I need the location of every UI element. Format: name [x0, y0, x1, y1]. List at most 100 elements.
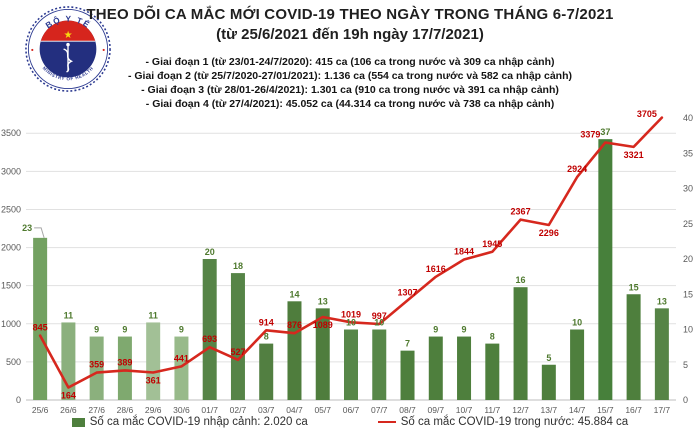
y-axis-right-label: 10 [683, 325, 693, 335]
bar [117, 336, 132, 400]
x-axis-label: 17/7 [654, 405, 671, 415]
phase-4-line: - Giai đoạn 4 (từ 27/4/2021): 45.052 ca … [145, 98, 555, 110]
combo-chart: 0 500 1000 1500 2000 2500 3000 3500 0 5 10 15 20 25 30… [1, 109, 693, 415]
line-label: 3379 [580, 129, 600, 139]
bar-label: 8 [264, 332, 269, 342]
line-label: 1089 [313, 320, 333, 330]
x-axis-label: 25/6 [32, 405, 49, 415]
line-label: 914 [259, 317, 274, 327]
legend-label-domestic: Số ca mắc COVID-19 trong nước: 45.884 ca [400, 416, 629, 428]
x-axis-label: 04/7 [286, 405, 303, 415]
bar [287, 301, 302, 400]
bar [89, 336, 104, 400]
bar-label: 8 [490, 332, 495, 342]
x-axis-label: 29/6 [145, 405, 162, 415]
bar-label: 7 [405, 339, 410, 349]
logo-flag [40, 20, 96, 42]
bar [259, 343, 274, 400]
bar-label: 18 [233, 261, 243, 271]
legend-swatch-imported-icon [71, 417, 85, 427]
x-axis-label: 01/7 [201, 405, 218, 415]
bar [230, 273, 245, 400]
bar [428, 336, 443, 400]
bar-label: 11 [64, 310, 74, 320]
line-label: 361 [146, 375, 161, 385]
y-axis-right-label: 35 [683, 148, 693, 158]
line-label: 359 [89, 360, 104, 370]
bar [570, 329, 585, 400]
y-axis-left-label: 3000 [1, 166, 21, 176]
bar-label: 37 [600, 127, 610, 137]
bar [174, 336, 189, 400]
line-label: 3705 [637, 109, 657, 119]
star-icon: ★ [64, 30, 73, 41]
y-axis-left-label: 0 [16, 395, 21, 405]
legend-line-domestic-icon [377, 421, 396, 423]
bar [372, 329, 387, 400]
bar [33, 237, 48, 400]
bar-label: 9 [94, 325, 99, 335]
line-label: 389 [117, 357, 132, 367]
x-axis-label: 09/7 [428, 405, 445, 415]
line-label: 527 [230, 347, 245, 357]
y-axis-left-label: 2000 [1, 243, 21, 253]
bar [626, 294, 641, 400]
bar-label: 13 [318, 296, 328, 306]
y-axis-right-label: 5 [683, 360, 688, 370]
chart-subtitle: (từ 25/6/2021 đến 19h ngày 17/7/2021) [216, 26, 484, 43]
line-label: 1616 [426, 264, 446, 274]
y-axis-right-label: 15 [683, 289, 693, 299]
y-axis-left-label: 3500 [1, 128, 21, 138]
bar [654, 308, 669, 400]
y-axis-right-label: 25 [683, 219, 693, 229]
bar [315, 308, 330, 400]
phase-3-line: - Giai đoạn 3 (từ 28/01-26/4/2021): 1.30… [141, 84, 559, 96]
legend: Số ca mắc COVID-19 nhập cảnh: 2.020 ca S… [0, 416, 700, 428]
line-label: 1945 [482, 239, 502, 249]
bar [598, 139, 613, 400]
legend-item-domestic: Số ca mắc COVID-19 trong nước: 45.884 ca [377, 416, 629, 428]
bar [457, 336, 472, 400]
bar [344, 329, 358, 400]
bar-label: 11 [148, 310, 158, 320]
x-axis-label: 16/7 [625, 405, 642, 415]
bar [146, 322, 161, 400]
bar [485, 343, 500, 400]
bar-label: 10 [346, 318, 356, 328]
line-label: 441 [174, 353, 189, 363]
line-label: 1019 [341, 309, 361, 319]
bar-label: 13 [657, 296, 667, 306]
y-axis-right-label: 0 [683, 395, 688, 405]
x-axis-label: 26/6 [60, 405, 77, 415]
bar-label: 14 [289, 289, 299, 299]
y-axis-left-label: 1000 [1, 319, 21, 329]
line-label: 2367 [511, 207, 531, 217]
bar [513, 287, 528, 400]
bar-label: 9 [433, 325, 438, 335]
bar-label: 20 [205, 247, 215, 257]
label-leader-line [34, 227, 45, 238]
phase-1-line: - Giai đoạn 1 (từ 23/01-24/7/2020): 415 … [145, 56, 555, 68]
bar-label: 16 [516, 275, 526, 285]
bar [202, 259, 217, 400]
bar-label: 10 [572, 318, 582, 328]
line-label: 845 [33, 323, 48, 333]
bar [400, 350, 415, 400]
line-label: 2296 [539, 228, 559, 238]
x-axis-label: 28/6 [117, 405, 134, 415]
x-axis-label: 10/7 [456, 405, 473, 415]
x-axis-label: 07/7 [371, 405, 388, 415]
x-axis-label: 05/7 [314, 405, 331, 415]
bar-label: 10 [374, 318, 384, 328]
line-series [38, 116, 664, 389]
snake-icon [63, 48, 74, 73]
bar-label: 9 [462, 325, 467, 335]
y-axis-right-label: 30 [683, 184, 693, 194]
moh-logo: ★ BỘ Y TẾ MINISTRY OF HEALTH [24, 5, 112, 93]
x-axis-label: 27/6 [88, 405, 105, 415]
line-label: 1844 [454, 246, 474, 256]
bar-label: 23 [22, 223, 32, 233]
x-axis-label: 30/6 [173, 405, 190, 415]
bar-label: 9 [122, 325, 127, 335]
